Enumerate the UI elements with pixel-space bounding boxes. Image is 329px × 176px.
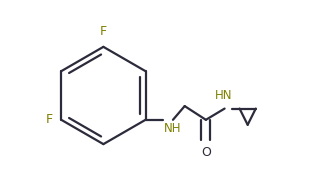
Text: F: F (100, 25, 107, 38)
Text: O: O (201, 146, 211, 159)
Text: F: F (45, 113, 53, 126)
Text: HN: HN (215, 89, 232, 102)
Text: NH: NH (164, 122, 182, 135)
